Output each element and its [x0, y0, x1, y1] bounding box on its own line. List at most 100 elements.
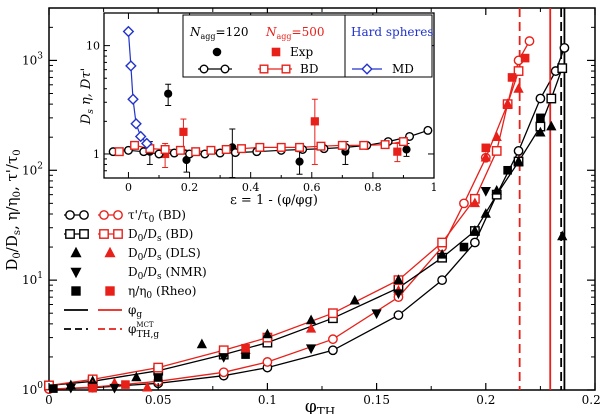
main-y-axis-label: D0/Ds, η/η0, τ'/τ0 [3, 149, 23, 270]
legend-exp-black [212, 47, 222, 57]
data-point [393, 310, 404, 321]
main-x-tick-label: 0.15 [363, 393, 390, 407]
inset-data-point [175, 145, 185, 155]
data-point [437, 237, 448, 248]
legend-marker [99, 210, 109, 220]
data-point [491, 131, 502, 142]
data-point [121, 380, 130, 389]
data-point [507, 73, 517, 82]
data-point [109, 383, 120, 394]
inset-axes: 0 0.2 0.4 0.6 0.8 1 1 10 [86, 13, 438, 194]
legend-label: φMCT TH,g [128, 321, 159, 340]
inset-x-axis-label: ε = 1 - (φ/φg) [230, 193, 318, 208]
data-point [371, 309, 382, 320]
legend-marker [105, 286, 115, 296]
data-point [524, 36, 535, 46]
data-point [328, 345, 338, 356]
data-point [536, 113, 545, 123]
inset-data-point [221, 144, 231, 154]
inset-data-point [316, 141, 326, 151]
hard-spheres-label: Hard spheres [351, 25, 434, 39]
data-point [520, 53, 530, 63]
data-point [393, 274, 404, 284]
legend-label: τ'/τ0 (BD) [128, 208, 186, 225]
data-point [49, 384, 58, 393]
data-point [503, 165, 512, 175]
inset-data-point [127, 93, 139, 106]
inset-data-point [140, 137, 153, 150]
inset-data-point [134, 130, 147, 143]
main-y-tick-label: 103 [22, 51, 43, 67]
inset-data-point [130, 140, 140, 150]
inset-x-tick-label: 0.8 [364, 181, 382, 194]
data-point [459, 242, 469, 252]
data-point [328, 334, 338, 345]
legend-label: D0/Ds (BD) [128, 227, 193, 244]
inset-data-point [114, 147, 124, 157]
inset-data-point [337, 140, 347, 150]
main-x-tick-label: 0.2 [476, 393, 495, 407]
main-y-tick-label: 100 [22, 381, 43, 397]
legend-md-marker [361, 63, 373, 75]
inset-data-point [393, 147, 402, 156]
legend-bd-red [281, 64, 291, 74]
data-point [491, 146, 502, 156]
inset-y-tick-label: 10 [86, 40, 100, 53]
data-point [142, 381, 153, 392]
inset-data-point [255, 142, 265, 152]
inset-data-point [160, 144, 170, 154]
legend-label: η/η0 (Rheo) [128, 284, 196, 301]
data-point [480, 187, 491, 197]
data-point [131, 371, 142, 382]
inset-plot-frame [103, 12, 435, 179]
legend-bd-label: BD [300, 62, 318, 76]
legend-marker [104, 246, 116, 258]
inset-data-point [310, 117, 319, 126]
inset-data-point [179, 127, 188, 136]
inset-x-tick-label: 0.6 [303, 181, 321, 194]
inset-data-point [380, 140, 390, 150]
series-line [48, 70, 520, 387]
legend-marker [65, 210, 75, 220]
data-point [481, 143, 491, 153]
inset-y-axis-label: Ds η, Dτ' [79, 68, 96, 125]
data-point [305, 323, 317, 333]
data-point [480, 151, 491, 162]
data-point [502, 98, 513, 108]
inset-x-tick-label: 0.4 [242, 181, 260, 194]
data-point [437, 275, 448, 286]
inset-x-tick-label: 1 [431, 181, 438, 194]
legend-label: φg [128, 303, 142, 320]
data-point [393, 289, 404, 300]
data-point [218, 367, 229, 378]
legend-bd-black [220, 64, 230, 74]
legend-marker [113, 210, 123, 220]
inset-data-point [402, 145, 411, 154]
inset-data-point [164, 89, 173, 98]
legend-label: D0/Ds (NMR) [128, 265, 207, 282]
data-point [491, 184, 502, 195]
data-point [328, 308, 338, 319]
data-point [513, 66, 524, 76]
main-y-tick-label: 102 [22, 161, 43, 177]
legend-marker [70, 246, 82, 258]
main-x-axis-label: φTH [305, 397, 335, 414]
data-point [153, 362, 164, 373]
data-point [436, 248, 448, 259]
data-point [546, 120, 557, 131]
inset-legend: Nagg=120 Nagg=500 Hard spheres Exp BD MD [182, 14, 434, 78]
main-x-tick-label: 0 [45, 393, 53, 407]
data-point [513, 83, 524, 93]
inset-x-tick-label: 0.2 [181, 181, 199, 194]
main-axes: 00.050.10.150.20.25100101102103 [22, 7, 600, 407]
data-point [480, 208, 491, 218]
nagg-120-label: Nagg=120 [189, 25, 248, 41]
data-point [557, 63, 568, 74]
legend-marker [71, 286, 81, 296]
data-point [546, 93, 557, 104]
data-point [557, 230, 568, 241]
inset-data-point [236, 144, 246, 154]
data-point [241, 343, 250, 353]
data-point [559, 42, 570, 53]
inset-data-point [359, 140, 369, 150]
